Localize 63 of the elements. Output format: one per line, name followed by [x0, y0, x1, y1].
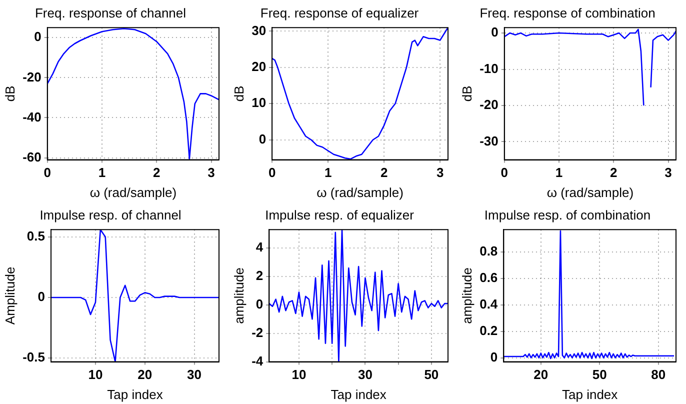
y-axis-title: amplitude [230, 268, 246, 324]
y-tick-label: 0.4 [480, 296, 498, 312]
x-tick-label: 10 [291, 367, 306, 382]
x-tick-label: 1 [324, 165, 332, 180]
x-tick-label: 3 [664, 165, 672, 180]
chart-title: Impulse resp. of equalizer [264, 207, 414, 222]
y-tick-label: 2 [255, 268, 263, 284]
x-axis-title: Tap index [330, 386, 386, 402]
y-tick-label: 10 [251, 95, 266, 110]
y-tick-label: 0 [255, 296, 263, 312]
y-tick-label: 4 [255, 240, 264, 255]
y-tick-label: 0.6 [480, 270, 498, 286]
x-axis-title: ω (rad/sample) [90, 184, 177, 200]
x-tick-label: 1 [98, 165, 106, 180]
y-tick-label: -2 [251, 324, 263, 340]
chart-title: Freq. response of channel [34, 5, 186, 20]
y-axis-title: Amplitude [2, 266, 18, 325]
x-axis-title: ω (rad/sample) [316, 184, 403, 200]
x-tick-label: 50 [424, 367, 438, 382]
y-tick-label: 0.8 [480, 244, 498, 259]
x-tick-label: 20 [534, 367, 548, 382]
chart-title: Impulse resp. of combination [484, 207, 651, 222]
y-tick-label: -60 [22, 149, 42, 164]
y-tick-label: -0.5 [22, 350, 45, 365]
x-tick-label: 30 [357, 367, 372, 382]
y-axis-title: dB [2, 86, 18, 102]
y-tick-label: 0 [258, 131, 266, 146]
y-tick-label: -4 [251, 353, 264, 368]
x-tick-label: 2 [153, 165, 160, 180]
chart-title: Impulse resp. of channel [40, 207, 182, 222]
y-tick-label: 20 [251, 59, 266, 74]
x-axis-title: Tap index [107, 386, 164, 402]
y-tick-label: 0 [34, 29, 42, 44]
y-tick-label: 0 [490, 349, 498, 364]
x-tick-label: 80 [651, 367, 666, 382]
x-axis-title: ω (rad/sample) [546, 184, 634, 200]
y-tick-label: -20 [480, 97, 498, 112]
y-tick-label: 0 [491, 24, 498, 40]
x-tick-label: 2 [380, 165, 388, 180]
x-tick-label: 3 [208, 165, 215, 180]
y-tick-label: 0.2 [480, 322, 498, 338]
x-tick-label: 20 [138, 367, 152, 382]
x-tick-label: 10 [88, 367, 103, 382]
x-tick-label: 0 [268, 165, 276, 180]
chart-title: Freq. response of combination [480, 5, 656, 20]
y-tick-label: -30 [480, 133, 498, 148]
x-tick-label: 2 [610, 165, 618, 180]
x-tick-label: 50 [592, 367, 607, 382]
y-tick-label: -10 [480, 60, 498, 76]
y-axis-title: dB [230, 86, 246, 102]
y-axis-title: amplitude [459, 268, 474, 324]
x-tick-label: 30 [187, 367, 202, 382]
y-axis-title: dB [459, 86, 474, 102]
y-tick-label: -40 [22, 109, 42, 124]
x-tick-label: 3 [436, 165, 444, 180]
y-tick-label: 0.5 [26, 228, 45, 244]
x-tick-label: 1 [555, 165, 563, 180]
x-tick-label: 0 [500, 165, 508, 180]
y-tick-label: 30 [251, 22, 266, 38]
chart-title: Freq. response of equalizer [260, 5, 419, 20]
x-axis-title: Tap index [562, 386, 618, 402]
y-tick-label: 0 [38, 289, 45, 304]
y-tick-label: -20 [22, 69, 42, 84]
